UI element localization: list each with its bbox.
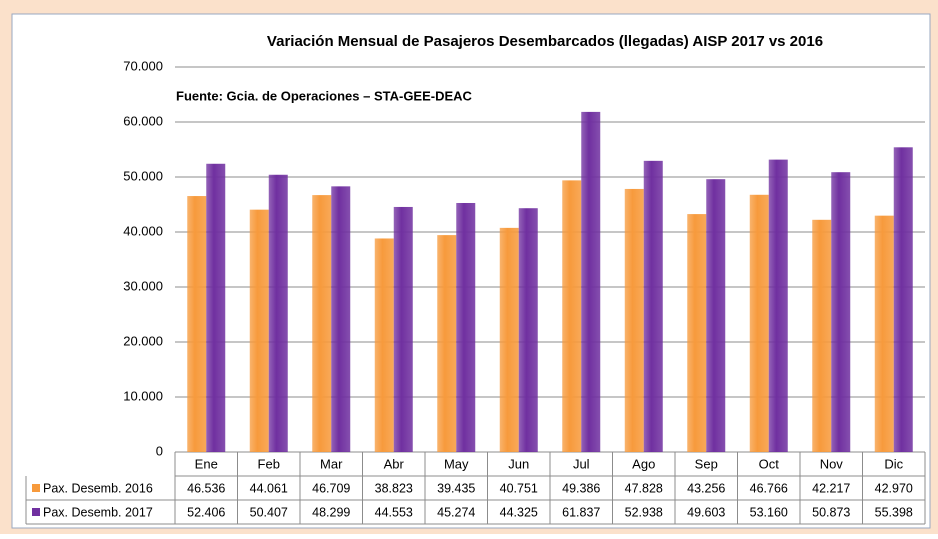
bar bbox=[268, 174, 288, 452]
bar bbox=[187, 196, 207, 452]
table-value: 38.823 bbox=[375, 481, 413, 495]
table-value: 44.325 bbox=[500, 505, 538, 519]
table-value: 49.386 bbox=[562, 481, 600, 495]
table-value: 40.751 bbox=[500, 481, 538, 495]
bar bbox=[874, 215, 894, 452]
legend-label: Pax. Desemb. 2016 bbox=[43, 481, 153, 495]
x-tick-label: Ago bbox=[632, 456, 655, 471]
table-value: 44.553 bbox=[375, 505, 413, 519]
bar bbox=[456, 202, 476, 452]
x-tick-label: Feb bbox=[258, 456, 280, 471]
bar bbox=[706, 179, 726, 452]
bar bbox=[812, 219, 832, 452]
y-tick-label: 30.000 bbox=[123, 278, 163, 293]
table-value: 44.061 bbox=[250, 481, 288, 495]
table-value: 47.828 bbox=[625, 481, 663, 495]
table-value: 43.256 bbox=[687, 481, 725, 495]
bar bbox=[249, 209, 269, 452]
bar bbox=[643, 160, 663, 452]
y-tick-label: 50.000 bbox=[123, 168, 163, 183]
bar bbox=[312, 195, 332, 452]
bar bbox=[893, 147, 913, 452]
legend-label: Pax. Desemb. 2017 bbox=[43, 505, 153, 519]
bar bbox=[437, 235, 457, 452]
x-tick-label: Jul bbox=[573, 456, 590, 471]
y-tick-label: 60.000 bbox=[123, 113, 163, 128]
bar bbox=[518, 208, 538, 452]
bar bbox=[499, 227, 519, 452]
y-tick-label: 40.000 bbox=[123, 223, 163, 238]
legend-swatch bbox=[32, 484, 40, 492]
bar bbox=[374, 238, 394, 452]
bar bbox=[749, 194, 769, 453]
bar bbox=[831, 172, 851, 453]
table-value: 55.398 bbox=[875, 505, 913, 519]
table-value: 50.407 bbox=[250, 505, 288, 519]
x-tick-label: Sep bbox=[695, 456, 718, 471]
table-value: 50.873 bbox=[812, 505, 850, 519]
table-value: 52.938 bbox=[625, 505, 663, 519]
bar bbox=[331, 186, 351, 452]
table-value: 45.274 bbox=[437, 505, 475, 519]
table-value: 46.766 bbox=[750, 481, 788, 495]
bar bbox=[562, 180, 582, 452]
x-tick-label: Abr bbox=[384, 456, 405, 471]
bar bbox=[768, 159, 788, 452]
bar bbox=[687, 214, 707, 452]
table-value: 39.435 bbox=[437, 481, 475, 495]
table-value: 46.536 bbox=[187, 481, 225, 495]
table-value: 53.160 bbox=[750, 505, 788, 519]
chart-title: Variación Mensual de Pasajeros Desembarc… bbox=[267, 33, 823, 50]
x-tick-label: Nov bbox=[820, 456, 844, 471]
table-value: 61.837 bbox=[562, 505, 600, 519]
y-tick-label: 0 bbox=[156, 443, 163, 458]
x-tick-label: Mar bbox=[320, 456, 343, 471]
table-value: 46.709 bbox=[312, 481, 350, 495]
bar bbox=[206, 163, 226, 452]
y-tick-label: 10.000 bbox=[123, 388, 163, 403]
table-value: 42.217 bbox=[812, 481, 850, 495]
legend-swatch bbox=[32, 508, 40, 516]
x-tick-label: Dic bbox=[884, 456, 903, 471]
y-tick-label: 20.000 bbox=[123, 333, 163, 348]
bar bbox=[393, 206, 413, 452]
x-tick-label: Ene bbox=[195, 456, 218, 471]
x-tick-label: Oct bbox=[759, 456, 780, 471]
table-value: 49.603 bbox=[687, 505, 725, 519]
bar bbox=[581, 111, 601, 453]
y-tick-label: 70.000 bbox=[123, 58, 163, 73]
annotation: Fuente: Gcia. de Operaciones – STA-GEE-D… bbox=[176, 88, 473, 103]
x-tick-label: Jun bbox=[508, 456, 529, 471]
table-value: 48.299 bbox=[312, 505, 350, 519]
table-value: 52.406 bbox=[187, 505, 225, 519]
table-value: 42.970 bbox=[875, 481, 913, 495]
bar bbox=[624, 188, 644, 453]
x-tick-label: May bbox=[444, 456, 469, 471]
